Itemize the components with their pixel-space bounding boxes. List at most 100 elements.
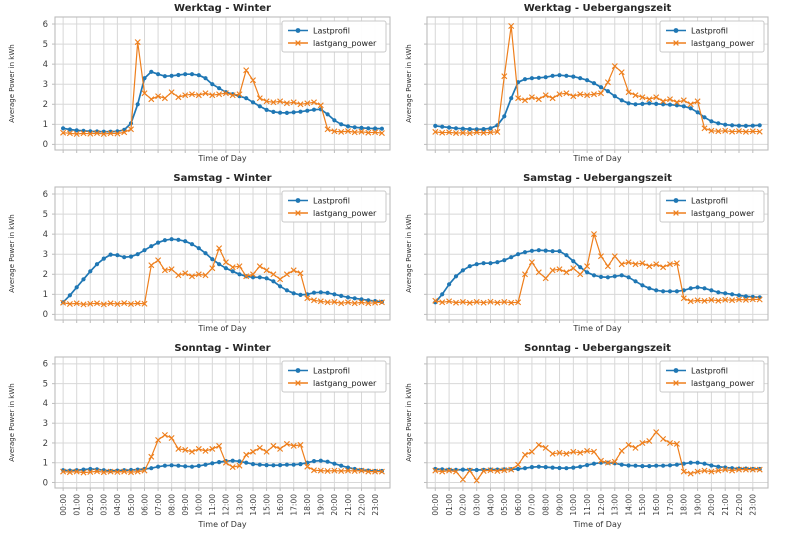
circle-marker: [578, 76, 583, 81]
circle-marker: [142, 76, 147, 81]
circle-marker: [695, 460, 700, 465]
plot-frame: [426, 356, 769, 489]
legend-x-marker-icon: [295, 210, 301, 216]
circle-marker: [217, 460, 222, 465]
circle-marker: [203, 251, 208, 256]
circle-marker: [264, 463, 269, 468]
circle-marker: [757, 123, 762, 128]
circle-marker: [332, 461, 337, 466]
circle-marker: [688, 286, 693, 291]
y-tick-label: 5: [43, 210, 48, 220]
circle-marker: [612, 94, 617, 99]
x-tick-label: 15:00: [262, 494, 271, 516]
series-lastgang_power: [60, 39, 385, 137]
circle-marker: [723, 122, 728, 127]
series-lastgang_power: [432, 231, 763, 306]
circle-marker: [115, 253, 120, 258]
circle-marker: [564, 466, 569, 471]
circle-marker: [210, 257, 215, 262]
plot-frame: [54, 186, 391, 321]
y-tick-label: 6: [43, 20, 48, 30]
circle-marker: [543, 75, 548, 80]
chart-title: Sonntag - Winter: [174, 343, 270, 354]
circle-marker: [619, 98, 624, 103]
circle-marker: [667, 463, 673, 468]
circle-marker: [237, 459, 242, 464]
circle-marker: [61, 126, 66, 131]
y-axis-label: Average Power in kWh: [8, 214, 16, 292]
circle-marker: [278, 110, 283, 115]
circle-marker: [578, 265, 583, 270]
series-lastgang_power: [432, 429, 763, 484]
legend-entry: lastgang_power: [288, 209, 377, 218]
x-tick-label: 01:00: [73, 494, 82, 516]
circle-marker: [339, 122, 344, 127]
x-tick-label: 18:00: [680, 494, 689, 516]
circle-marker: [709, 463, 714, 468]
circle-marker: [654, 101, 659, 106]
circle-marker: [647, 286, 652, 291]
circle-marker: [162, 74, 167, 79]
circle-marker: [196, 73, 201, 78]
y-tick-label: 6: [43, 190, 48, 200]
gridlines: [427, 17, 768, 150]
circle-marker: [257, 104, 262, 109]
y-tick-label: 2: [43, 439, 48, 449]
x-tick-label: 02:00: [459, 494, 468, 516]
circle-marker: [271, 463, 276, 468]
legend-circle-marker-icon: [673, 368, 679, 373]
circle-marker: [74, 285, 79, 290]
x-axis-label: Time of Day: [572, 154, 621, 163]
legend-circle-marker-icon: [295, 368, 301, 373]
circle-marker: [264, 107, 269, 112]
legend-label: lastgang_power: [313, 39, 377, 48]
legend-label: Lastprofil: [691, 366, 728, 375]
circle-marker: [529, 248, 535, 253]
circle-marker: [264, 276, 269, 281]
circle-marker: [244, 460, 249, 465]
legend: Lastprofil lastgang_power: [659, 360, 765, 393]
circle-marker: [585, 78, 590, 83]
circle-marker: [250, 275, 256, 280]
series-line: [435, 233, 760, 304]
legend-label: lastgang_power: [313, 379, 377, 388]
x-tick-label: 04:00: [486, 494, 495, 516]
series-lastprofil: [433, 248, 762, 305]
x-tick-label: 09:00: [555, 494, 564, 516]
circle-marker: [176, 72, 181, 78]
circle-marker: [135, 252, 140, 257]
subplot-samstag-uebergangszeit: Samstag - Uebergangszeit Average Power in…: [405, 173, 769, 333]
circle-marker: [571, 74, 576, 79]
legend-circle-marker-icon: [295, 28, 301, 33]
circle-marker: [305, 108, 310, 113]
legend-circle-marker-icon: [673, 28, 679, 33]
circle-marker: [571, 465, 576, 470]
legend-entry: lastgang_power: [666, 39, 755, 48]
circle-marker: [495, 260, 500, 265]
tick-marks: [52, 363, 376, 491]
circle-marker: [536, 248, 541, 253]
circle-marker: [135, 102, 140, 107]
circle-marker: [550, 73, 555, 78]
legend: Lastprofil lastgang_power: [659, 190, 765, 223]
legend-entry: lastgang_power: [288, 379, 377, 388]
y-tick-label: 3: [43, 80, 48, 90]
tick-marks: [52, 23, 376, 153]
circle-marker: [743, 123, 749, 128]
circle-marker: [605, 275, 611, 280]
circle-marker: [557, 465, 562, 471]
circle-marker: [647, 464, 652, 469]
circle-marker: [481, 261, 486, 266]
circle-marker: [460, 268, 465, 273]
chart-title: Werktag - Winter: [174, 3, 271, 14]
legend-label: Lastprofil: [313, 26, 350, 35]
circle-marker: [345, 124, 351, 129]
y-tick-label: 3: [43, 250, 48, 260]
circle-marker: [640, 283, 645, 288]
circle-marker: [169, 73, 174, 78]
x-markers: [432, 429, 763, 484]
circle-marker: [702, 286, 707, 291]
circle-marker: [564, 73, 569, 78]
circle-marker: [332, 118, 337, 123]
circle-marker: [702, 115, 707, 120]
